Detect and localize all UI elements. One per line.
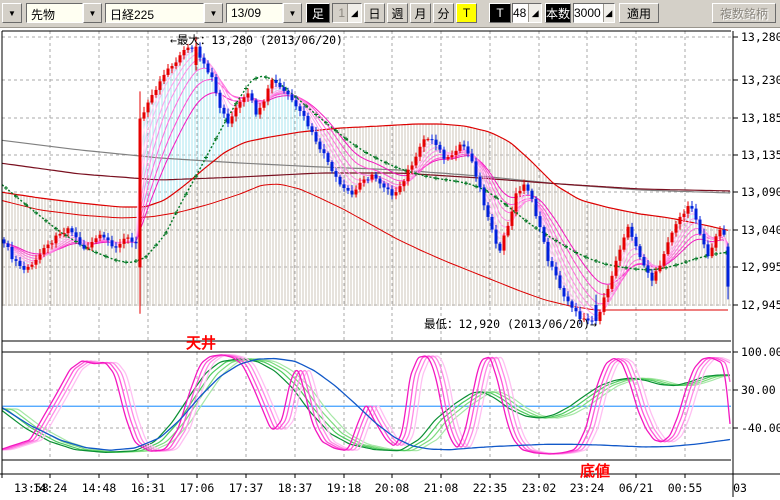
timeframe-tick-button-active[interactable]: T [456,3,477,23]
symbol-combobox[interactable]: 日経225 ▼ [105,3,223,23]
toolbar: ▼ 先物 ▼ 日経225 ▼ 13/09 ▼ 足 1 ◢ 日 週 月 分 T T… [0,0,780,28]
annotations: ←最大：13,280 (2013/06/20) 最低：12,920 (2013/0… [170,33,610,480]
contract-month-value: 13/09 [226,3,283,23]
axis-labels: 13,280 13,230 13,185 13,135 13,090 13,040 12,9… [14,30,780,495]
svg-text:13,280: 13,280 [741,30,780,44]
svg-text:20:08: 20:08 [375,481,410,495]
symbol-dropdown-button[interactable]: ▼ [204,3,223,23]
svg-text:12,945: 12,945 [741,298,780,312]
svg-text:19:18: 19:18 [327,481,362,495]
svg-text:06/21: 06/21 [619,481,654,495]
svg-text:13,090: 13,090 [741,185,780,199]
tick-count-stepper[interactable]: 48 ◢ [512,3,542,23]
svg-text:23:02: 23:02 [522,481,557,495]
apply-button[interactable]: 適用 [619,3,659,23]
svg-text:13:58: 13:58 [14,481,49,495]
svg-text:30.00: 30.00 [741,383,776,397]
svg-text:←最大：13,280 (2013/06/20): ←最大：13,280 (2013/06/20) [170,33,343,47]
symbol-value: 日経225 [105,3,204,23]
bar-type-label: 足 [306,3,330,23]
green-dotted-ma [1,75,728,272]
stepper-icon[interactable]: ◢ [602,4,614,22]
category-dropdown-button[interactable]: ▼ [83,3,102,23]
svg-text:14:48: 14:48 [82,481,117,495]
timeframe-day-button[interactable]: 日 [364,3,385,23]
chevron-down-icon: ▼ [209,8,218,18]
chevron-down-icon: ▼ [288,8,297,18]
svg-text:天井: 天井 [186,334,216,352]
svg-text:16:31: 16:31 [131,481,166,495]
bar-count-value: 3000 [574,6,601,20]
timeframe-week-button[interactable]: 週 [387,3,408,23]
interval-stepper[interactable]: 1 ◢ [332,3,362,23]
chevron-down-icon: ▼ [8,8,16,18]
svg-text:底値: 底値 [580,462,610,480]
category-combobox[interactable]: 先物 ▼ [26,3,102,23]
nav-dropdown-button[interactable]: ▼ [2,3,22,23]
tick-count-value: 48 [513,6,527,20]
svg-text:17:06: 17:06 [180,481,215,495]
category-value: 先物 [26,3,83,23]
svg-text:23:24: 23:24 [570,481,605,495]
timeframe-month-button[interactable]: 月 [410,3,431,23]
stepper-icon[interactable]: ◢ [528,4,541,22]
svg-text:13,135: 13,135 [741,148,780,162]
candlesticks [2,37,730,325]
svg-text:22:35: 22:35 [473,481,508,495]
svg-text:03: 03 [733,481,747,495]
svg-text:21:08: 21:08 [424,481,459,495]
oscillator-panel [1,354,731,455]
tick-count-label: T [489,3,511,23]
svg-text:100.00: 100.00 [741,345,780,359]
axes-and-borders [0,30,780,497]
svg-text:-40.00: -40.00 [741,421,780,435]
contract-month-combobox[interactable]: 13/09 ▼ [226,3,302,23]
chevron-down-icon: ▼ [88,8,97,18]
contract-month-dropdown-button[interactable]: ▼ [283,3,302,23]
stepper-icon[interactable]: ◢ [347,4,361,22]
bar-count-stepper[interactable]: 3000 ◢ [573,3,615,23]
envelope-hatch-fill [2,46,730,306]
multi-symbol-button-disabled: 複数銘柄 [712,3,776,23]
svg-text:12,995: 12,995 [741,260,780,274]
svg-text:最低：12,920 (2013/06/20)→: 最低：12,920 (2013/06/20)→ [424,317,597,331]
svg-text:17:37: 17:37 [229,481,264,495]
svg-text:00:55: 00:55 [668,481,703,495]
svg-text:13,230: 13,230 [741,73,780,87]
svg-text:13,185: 13,185 [741,111,780,125]
ema-ribbon [3,47,729,322]
svg-text:13,040: 13,040 [741,223,780,237]
timeframe-minute-button[interactable]: 分 [433,3,454,23]
interval-value: 1 [338,6,345,20]
svg-text:14:24: 14:24 [33,481,68,495]
bar-count-label: 本数 [545,3,571,23]
svg-text:18:37: 18:37 [278,481,313,495]
